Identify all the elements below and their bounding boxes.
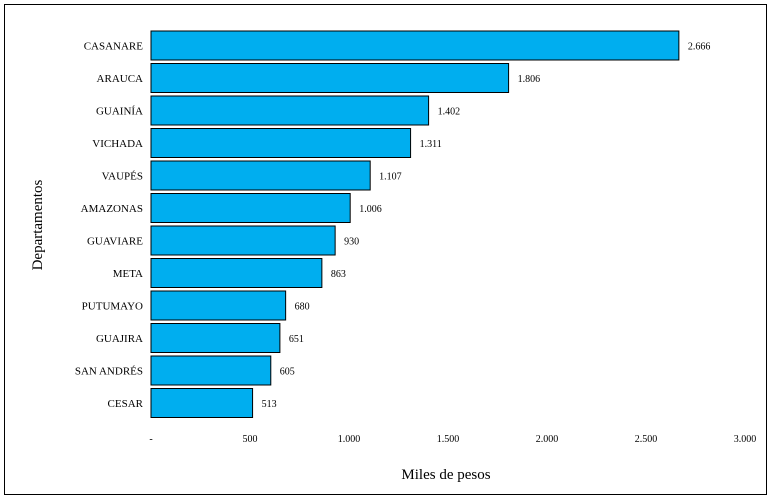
category-label: AMAZONAS [81, 203, 143, 215]
x-tick-label: 2.000 [536, 434, 559, 445]
category-label: PUTUMAYO [82, 301, 143, 313]
x-tick-label: 1.000 [338, 434, 361, 445]
value-label: 930 [344, 237, 359, 248]
category-label: GUAINÍA [96, 106, 143, 118]
category-label: SAN ANDRÉS [75, 366, 143, 378]
bar-guajira [150, 323, 281, 353]
value-label: 1.402 [438, 107, 461, 118]
bar-guaviare [150, 225, 336, 256]
value-label: 2.666 [688, 42, 711, 53]
x-tick-label: 3.000 [734, 434, 757, 445]
bar-vichada [150, 128, 412, 158]
bars-group [150, 30, 680, 418]
x-axis-title: Miles de pesos [401, 467, 490, 483]
category-label: VICHADA [92, 138, 143, 150]
value-label: 1.006 [359, 204, 382, 215]
bar-san-andrés [150, 355, 272, 386]
value-label: 1.107 [379, 172, 402, 183]
value-label: 863 [331, 269, 346, 280]
category-label: ARAUCA [97, 73, 144, 85]
x-tick-label: 500 [243, 434, 258, 445]
x-tick-label: - [149, 434, 152, 445]
value-label: 651 [289, 334, 304, 345]
bar-vaupés [150, 160, 371, 191]
value-label: 1.311 [420, 139, 442, 150]
bar-putumayo [150, 290, 287, 321]
category-label: META [113, 268, 143, 280]
bar-amazonas [150, 193, 351, 223]
bar-guainía [150, 95, 430, 126]
category-label: CASANARE [84, 41, 144, 53]
bar-casanare [150, 30, 680, 61]
bar-arauca [150, 63, 510, 93]
category-label: VAUPÉS [102, 171, 143, 183]
bar-meta [150, 258, 323, 288]
value-label: 605 [280, 367, 295, 378]
category-label: GUAVIARE [87, 236, 143, 248]
category-labels: CASANARE ARAUCA GUAINÍA VICHADA VAUPÉS AMAZON… [75, 41, 144, 411]
category-label: CESAR [108, 398, 144, 410]
bar-cesar [150, 388, 254, 418]
x-tick-labels: - 500 1.000 1.500 2.000 2.500 3.000 [149, 434, 756, 445]
y-axis-title: Departamentos [30, 179, 46, 270]
value-label: 680 [295, 302, 310, 313]
x-tick-label: 2.500 [635, 434, 658, 445]
category-label: GUAJIRA [96, 333, 143, 345]
value-labels: 2.666 1.806 1.402 1.311 1.107 1.006 930 863 680 6… [262, 42, 711, 411]
value-label: 513 [262, 399, 277, 410]
value-label: 1.806 [518, 74, 541, 85]
x-tick-label: 1.500 [437, 434, 460, 445]
